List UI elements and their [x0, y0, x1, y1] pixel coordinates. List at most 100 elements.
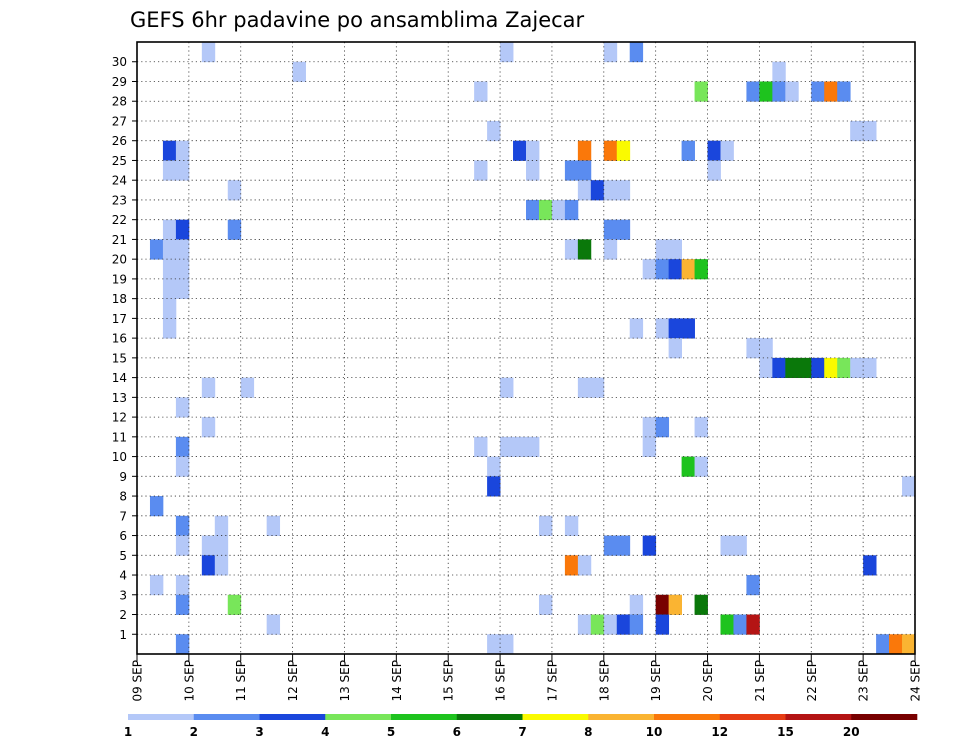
heatmap-cell: [162, 160, 177, 181]
legend-swatch: [325, 714, 392, 720]
x-tick-label: 10 SEP: [182, 660, 196, 702]
heatmap-cell: [214, 535, 229, 556]
heatmap-cell: [201, 555, 216, 576]
legend-swatch: [456, 714, 523, 720]
legend-label: 1: [124, 725, 132, 739]
heatmap-cell: [214, 515, 229, 536]
heatmap-cell: [694, 594, 708, 615]
heatmap-cell: [629, 42, 644, 63]
heatmap-cell: [175, 515, 190, 536]
heatmap-cell: [266, 515, 281, 536]
heatmap-cell: [526, 436, 540, 457]
heatmap-cell: [681, 140, 695, 161]
heatmap-cell: [487, 634, 501, 655]
legend-swatch: [588, 714, 655, 720]
heatmap-cell: [175, 160, 190, 181]
heatmap-cell: [772, 357, 786, 379]
heatmap-cell: [526, 199, 540, 221]
heatmap-cell: [487, 120, 501, 142]
heatmap-cell: [681, 259, 695, 280]
heatmap-cell: [746, 338, 760, 359]
legend-swatch: [259, 714, 326, 720]
heatmap-cell: [603, 614, 618, 635]
heatmap-cell: [772, 81, 786, 102]
heatmap-cell: [694, 81, 708, 102]
heatmap-cell: [759, 357, 773, 379]
heatmap-cell: [668, 338, 682, 359]
x-tick-label: 11 SEP: [234, 660, 248, 702]
y-tick-label: 29: [112, 75, 127, 89]
heatmap-cell: [837, 357, 851, 379]
heatmap-cell: [149, 575, 164, 596]
heatmap-cell: [629, 594, 644, 615]
heatmap-cell: [759, 81, 773, 102]
y-tick-label: 25: [112, 154, 127, 168]
heatmap-cell: [474, 436, 488, 457]
y-tick-label: 12: [112, 411, 127, 425]
y-tick-label: 27: [112, 114, 127, 128]
heatmap-cell: [603, 535, 618, 556]
y-tick-label: 21: [112, 233, 127, 247]
legend-label: 15: [777, 725, 794, 739]
x-tick-label: 19 SEP: [649, 660, 663, 702]
heatmap-cell: [681, 456, 695, 477]
heatmap-cell: [500, 42, 514, 63]
heatmap-cell: [201, 417, 216, 438]
chart-title: GEFS 6hr padavine po ansamblima Zajecar: [130, 8, 585, 32]
heatmap-cell: [720, 614, 734, 635]
heatmap-cell: [863, 120, 877, 142]
heatmap-cell: [162, 140, 177, 161]
x-tick-label: 20 SEP: [701, 660, 715, 702]
heatmap-cell: [850, 357, 864, 379]
heatmap-cell: [227, 180, 242, 201]
heatmap-cell: [175, 535, 190, 556]
heatmap-cell: [668, 259, 682, 280]
heatmap-cell: [577, 140, 592, 161]
heatmap-cell: [175, 140, 190, 161]
heatmap-cell: [538, 199, 553, 221]
legend-label: 5: [387, 725, 395, 739]
heatmap-cell: [577, 180, 592, 201]
legend-swatch: [654, 714, 721, 720]
legend-label: 10: [646, 725, 663, 739]
y-axis: 1234567891011121314151617181920212223242…: [112, 55, 137, 642]
heatmap-cell: [487, 476, 501, 497]
legend-swatch: [785, 714, 852, 720]
heatmap-cell: [681, 318, 695, 339]
heatmap-cell: [201, 535, 216, 556]
x-tick-label: 23 SEP: [857, 660, 871, 702]
y-tick-label: 28: [112, 95, 127, 109]
legend-label: 6: [453, 725, 461, 739]
y-tick-label: 2: [119, 608, 127, 622]
heatmap-cell: [564, 239, 579, 260]
heatmap-cell: [240, 377, 255, 398]
heatmap-cell: [201, 42, 216, 63]
y-tick-label: 14: [112, 371, 127, 385]
heatmap-cell: [564, 555, 579, 576]
heatmap-cell: [590, 180, 605, 201]
heatmap-cell: [616, 140, 631, 161]
heatmap-cell: [629, 614, 644, 635]
heatmap-cell: [902, 634, 916, 655]
heatmap-cell: [837, 81, 851, 102]
grid-lines: [137, 42, 915, 654]
heatmap-cell: [538, 515, 553, 536]
heatmap-cell: [603, 219, 618, 240]
heatmap-cell: [642, 259, 657, 280]
heatmap-cell: [889, 634, 903, 655]
x-tick-label: 24 SEP: [909, 660, 923, 702]
heatmap-cell: [577, 160, 592, 181]
heatmap-cell: [733, 535, 747, 556]
y-tick-label: 16: [112, 332, 127, 346]
heatmap-cell: [266, 614, 281, 635]
heatmap-cell: [201, 377, 216, 398]
heatmap-cell: [487, 456, 501, 477]
heatmap-cell: [577, 377, 592, 398]
x-tick-label: 13 SEP: [338, 660, 352, 702]
heatmap-cell: [603, 239, 618, 260]
heatmap-cell: [603, 180, 618, 201]
heatmap-cell: [564, 160, 579, 181]
y-tick-label: 30: [112, 55, 127, 69]
heatmap-cell: [642, 535, 657, 556]
heatmap-cell: [863, 357, 877, 379]
